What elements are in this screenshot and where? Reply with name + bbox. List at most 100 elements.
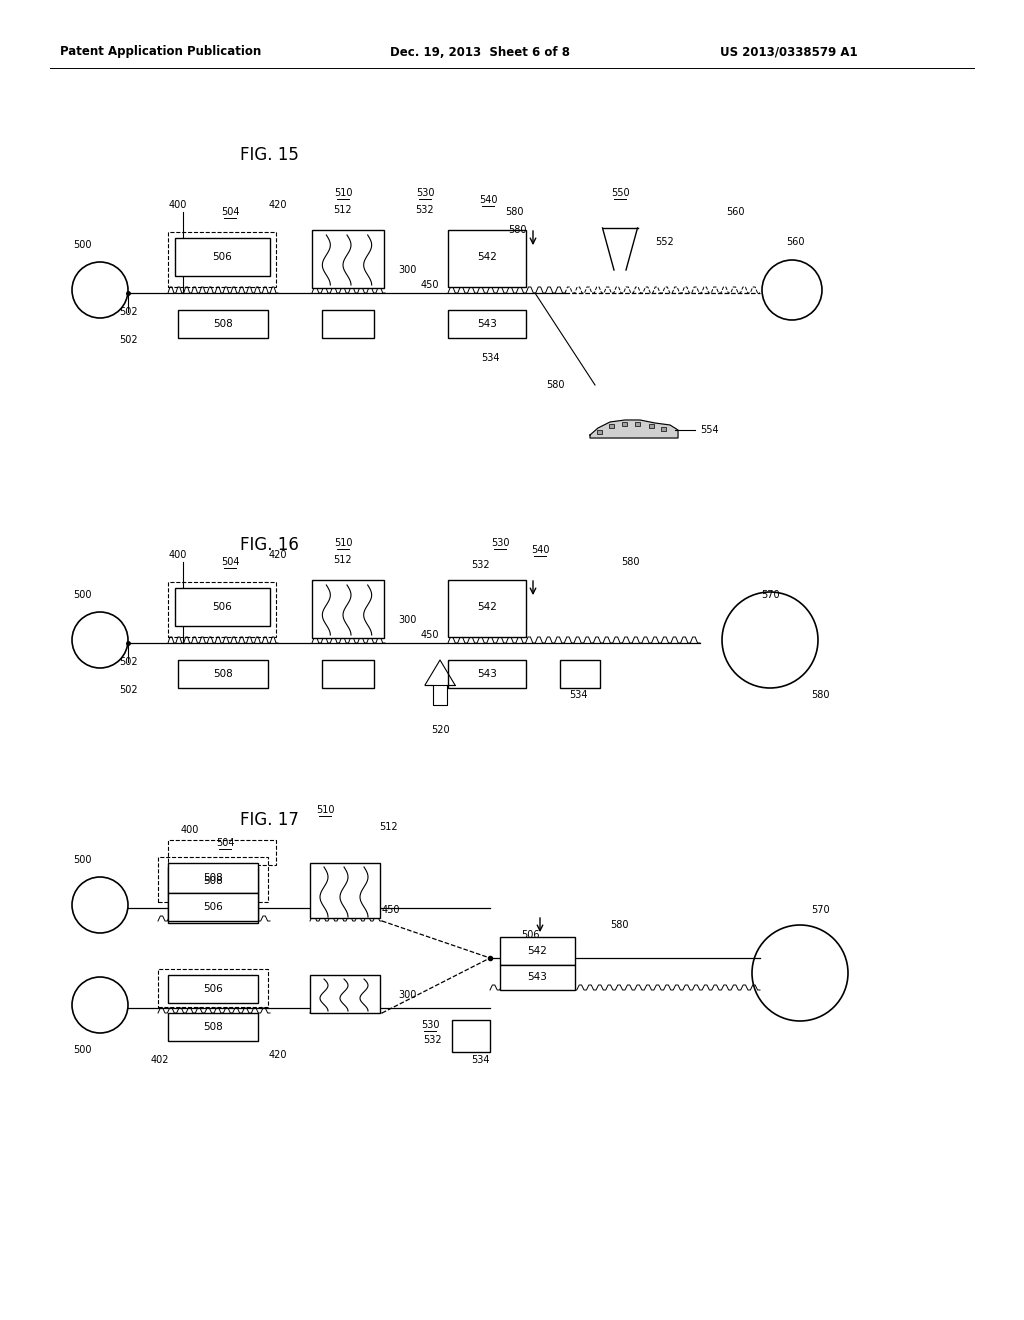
Bar bbox=[449, 310, 526, 338]
Text: 506: 506 bbox=[521, 931, 540, 940]
Bar bbox=[158, 857, 268, 902]
Text: 540: 540 bbox=[530, 545, 549, 554]
Bar bbox=[322, 660, 374, 688]
Text: 400: 400 bbox=[169, 550, 187, 560]
Text: 506: 506 bbox=[203, 983, 223, 994]
Bar bbox=[449, 660, 526, 688]
Bar bbox=[168, 232, 276, 286]
Bar bbox=[168, 840, 276, 865]
Text: 402: 402 bbox=[151, 1055, 169, 1065]
Text: 400: 400 bbox=[181, 825, 200, 836]
Text: 420: 420 bbox=[268, 1049, 288, 1060]
Bar bbox=[168, 863, 258, 894]
Text: 450: 450 bbox=[421, 280, 439, 290]
Text: 580: 580 bbox=[811, 690, 829, 700]
Text: 554: 554 bbox=[700, 425, 719, 436]
Bar bbox=[310, 863, 380, 917]
Bar bbox=[609, 424, 614, 428]
Text: 510: 510 bbox=[315, 805, 334, 814]
Bar bbox=[662, 426, 666, 432]
Bar bbox=[449, 579, 526, 638]
Text: Patent Application Publication: Patent Application Publication bbox=[60, 45, 261, 58]
Text: 500: 500 bbox=[73, 240, 91, 249]
Text: 534: 534 bbox=[480, 352, 500, 363]
Bar bbox=[168, 1012, 258, 1041]
Text: 534: 534 bbox=[568, 690, 587, 700]
Text: 542: 542 bbox=[477, 252, 497, 261]
Bar bbox=[168, 867, 258, 895]
Bar bbox=[649, 424, 654, 428]
Text: 560: 560 bbox=[785, 238, 804, 247]
Text: 502: 502 bbox=[119, 685, 137, 696]
Text: Dec. 19, 2013  Sheet 6 of 8: Dec. 19, 2013 Sheet 6 of 8 bbox=[390, 45, 570, 58]
Polygon shape bbox=[425, 685, 455, 705]
Bar bbox=[175, 587, 270, 626]
Bar bbox=[312, 230, 384, 288]
Text: 534: 534 bbox=[471, 1055, 489, 1065]
Text: 560: 560 bbox=[726, 207, 744, 216]
Text: 506: 506 bbox=[212, 602, 231, 612]
Text: 512: 512 bbox=[379, 822, 397, 832]
Text: 420: 420 bbox=[268, 201, 288, 210]
Text: 510: 510 bbox=[334, 539, 352, 548]
Text: 450: 450 bbox=[421, 630, 439, 640]
Text: 532: 532 bbox=[471, 560, 489, 570]
Bar bbox=[500, 937, 575, 965]
Text: 520: 520 bbox=[431, 725, 450, 735]
Text: 300: 300 bbox=[398, 265, 417, 275]
Text: 502: 502 bbox=[119, 657, 137, 667]
Bar bbox=[312, 579, 384, 638]
Text: 510: 510 bbox=[334, 187, 352, 198]
Text: 580: 580 bbox=[508, 224, 526, 235]
Text: 530: 530 bbox=[421, 1020, 439, 1030]
Bar bbox=[452, 1020, 490, 1052]
Text: 552: 552 bbox=[655, 238, 674, 247]
Text: US 2013/0338579 A1: US 2013/0338579 A1 bbox=[720, 45, 858, 58]
Bar bbox=[175, 238, 270, 276]
Text: 570: 570 bbox=[811, 906, 829, 915]
Text: FIG. 17: FIG. 17 bbox=[240, 810, 299, 829]
Text: 504: 504 bbox=[221, 557, 240, 568]
Text: 500: 500 bbox=[73, 590, 91, 601]
Bar bbox=[158, 969, 268, 1007]
Text: 580: 580 bbox=[547, 380, 565, 389]
Text: 508: 508 bbox=[203, 1022, 223, 1032]
Text: 500: 500 bbox=[73, 1045, 91, 1055]
Text: 530: 530 bbox=[490, 539, 509, 548]
Bar bbox=[168, 895, 258, 923]
Text: 506: 506 bbox=[203, 902, 223, 912]
Text: FIG. 15: FIG. 15 bbox=[240, 147, 299, 164]
Text: 540: 540 bbox=[479, 195, 498, 205]
Text: 508: 508 bbox=[213, 319, 232, 329]
Text: 512: 512 bbox=[334, 554, 352, 565]
Bar bbox=[322, 310, 374, 338]
Text: 512: 512 bbox=[334, 205, 352, 215]
Text: 543: 543 bbox=[477, 319, 497, 329]
Text: 502: 502 bbox=[119, 308, 137, 317]
Text: 506: 506 bbox=[212, 252, 231, 261]
Bar bbox=[178, 310, 268, 338]
Text: 508: 508 bbox=[203, 876, 223, 886]
Text: 420: 420 bbox=[268, 550, 288, 560]
Text: 543: 543 bbox=[477, 669, 497, 678]
Text: 450: 450 bbox=[382, 906, 400, 915]
Bar bbox=[500, 965, 575, 990]
Text: 532: 532 bbox=[423, 1035, 441, 1045]
Bar bbox=[168, 975, 258, 1003]
Polygon shape bbox=[590, 420, 678, 438]
Text: 300: 300 bbox=[398, 615, 417, 624]
Bar bbox=[635, 422, 640, 426]
Bar bbox=[560, 660, 600, 688]
Text: FIG. 16: FIG. 16 bbox=[240, 536, 299, 554]
Bar bbox=[449, 230, 526, 286]
Text: 580: 580 bbox=[505, 207, 523, 216]
Text: 580: 580 bbox=[621, 557, 639, 568]
Text: 504: 504 bbox=[221, 207, 240, 216]
Text: 502: 502 bbox=[119, 335, 137, 345]
Text: 542: 542 bbox=[527, 946, 547, 956]
Text: 530: 530 bbox=[416, 187, 434, 198]
Bar bbox=[597, 430, 602, 434]
Text: 508: 508 bbox=[213, 669, 232, 678]
Text: 508: 508 bbox=[203, 873, 223, 883]
Bar bbox=[178, 660, 268, 688]
